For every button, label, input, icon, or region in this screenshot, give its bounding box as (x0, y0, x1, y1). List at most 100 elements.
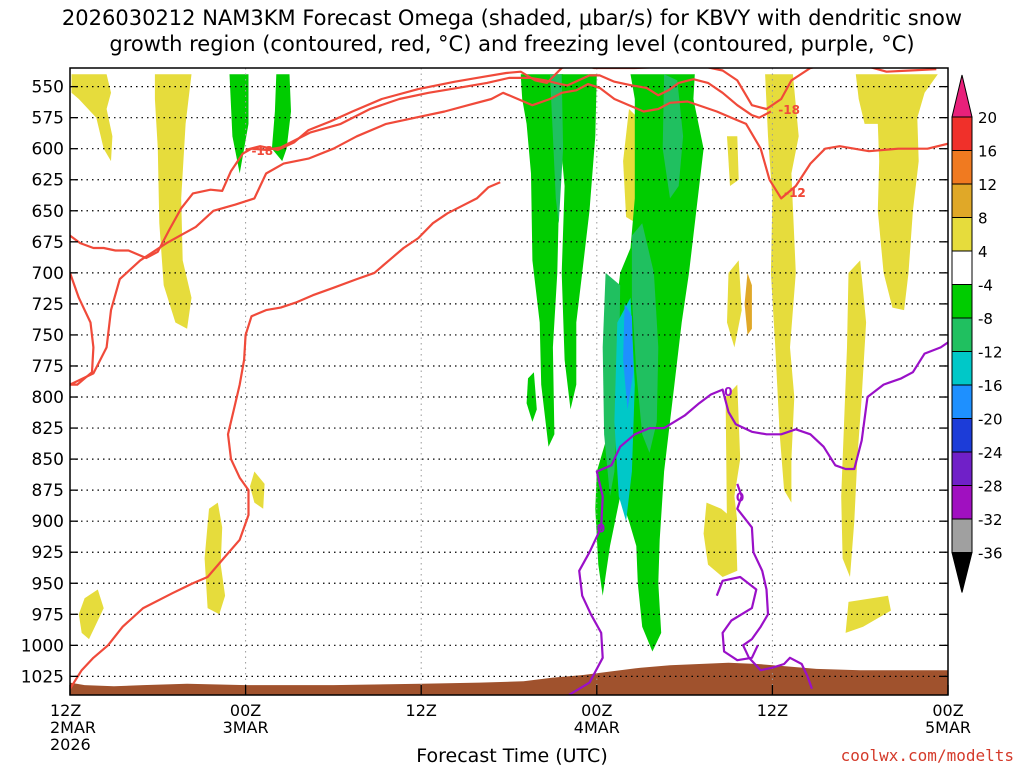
terrain-layer (70, 662, 948, 695)
y-tick-label-600: 600 (32, 140, 64, 160)
colorbar: 20 16 12 8 4 -4 -8 -12 -16 -20 -24 -28 -32 -36 (951, 74, 1003, 593)
omega-region-10 (765, 74, 799, 503)
y-tick-label-725: 725 (32, 295, 64, 315)
y-tick-label-625: 625 (32, 171, 64, 191)
colorbar-label-9: -20 (978, 411, 1003, 429)
x-tick-label-line: 2MAR (50, 718, 97, 737)
plot-frame (69, 67, 949, 696)
omega-region-0 (71, 74, 113, 162)
colorbar-label-7: -12 (978, 344, 1003, 362)
x-tick-label-line: 00Z (932, 701, 964, 720)
dgz-contour-4 (70, 272, 95, 386)
y-tick-label-1000: 1000 (21, 636, 64, 656)
freezing-contour-label-1: 0 (736, 490, 744, 504)
y-tick-label-550: 550 (32, 78, 64, 98)
omega-region-25 (623, 303, 634, 410)
colorbar-swatch-12 (951, 518, 973, 553)
colorbar-swatch-8 (951, 384, 973, 419)
omega-region-9 (703, 502, 738, 577)
chart-title-line2: growth region (contoured, red, °C) and f… (109, 32, 915, 56)
colorbar-label-6: -8 (978, 310, 993, 328)
colorbar-swatch-0 (951, 116, 973, 151)
omega-region-2 (78, 589, 104, 640)
grid-layer (70, 68, 948, 695)
x-tick-label-60: 00Z 5MAR (908, 702, 988, 736)
y-tick-label-850: 850 (32, 450, 64, 470)
colorbar-swatch-5 (951, 284, 973, 319)
dgz-contour-5 (70, 181, 501, 690)
colorbar-swatch-1 (951, 150, 973, 185)
x-tick-label-36: 00Z 4MAR (557, 702, 637, 736)
x-axis-title: Forecast Time (UTC) (416, 745, 608, 767)
dgz-contour-0 (245, 68, 937, 151)
x-tick-label-line: 5MAR (924, 718, 972, 737)
x-tick-label-12: 00Z 3MAR (206, 702, 286, 736)
omega-region-12 (841, 260, 867, 577)
y-tick-label-800: 800 (32, 388, 64, 408)
x-tick-label-48: 12Z (732, 702, 812, 719)
x-tick-label-line: 4MAR (573, 718, 620, 737)
omega-region-17 (526, 372, 537, 422)
colorbar-label-1: 16 (978, 143, 997, 161)
omega-region-16 (520, 74, 564, 447)
x-tick-label-line: 2026 (50, 735, 91, 754)
dgz-contour-2 (70, 74, 772, 260)
y-tick-label-975: 975 (32, 605, 64, 625)
omega-region-6 (727, 136, 739, 186)
colorbar-label-11: -28 (978, 478, 1003, 496)
omega-shading-layer (71, 74, 938, 652)
y-tick-label-575: 575 (32, 109, 64, 129)
omega-region-20 (550, 74, 564, 224)
dgz-contour-label-3: -12 (784, 186, 806, 200)
freezing-contour-3 (715, 575, 759, 662)
colorbar-bottom-triangle (951, 552, 973, 593)
y-tick-label-1025: 1025 (21, 667, 64, 687)
terrain-fill (70, 662, 948, 695)
freezing-contour-1 (736, 483, 813, 690)
y-tick-label-825: 825 (32, 419, 64, 439)
y-tick-label-775: 775 (32, 357, 64, 377)
freezing-contour-label-0: 0 (724, 385, 732, 399)
axes-layer: 550 575 600 625 650 675 700 725 750 775 800 825 850 8… (21, 67, 949, 696)
colorbar-swatch-6 (951, 317, 973, 352)
x-tick-label-0: 12Z 2MAR 2026 (50, 702, 130, 753)
omega-region-1 (154, 74, 192, 329)
colorbar-label-12: -32 (978, 511, 1003, 529)
colorbar-swatch-9 (951, 418, 973, 453)
dgz-contour-label-0: -18 (251, 144, 273, 158)
freezing-contour-label-2: 0 (597, 521, 605, 535)
omega-region-26 (744, 272, 752, 335)
dgz-contour-3 (70, 82, 948, 386)
colorbar-label-2: 12 (978, 176, 997, 194)
y-tick-label-925: 925 (32, 543, 64, 563)
colorbar-label-4: 4 (978, 243, 988, 261)
omega-region-11 (855, 74, 938, 311)
x-tick-label-line: 3MAR (222, 718, 269, 737)
dgz-contour-label-1: -18 (778, 103, 800, 117)
omega-region-21 (631, 223, 659, 453)
x-tick-label-line: 12Z (405, 701, 437, 720)
x-tick-label-line: 12Z (50, 701, 82, 720)
y-tick-label-950: 950 (32, 574, 64, 594)
x-tick-label-line: 00Z (581, 701, 613, 720)
colorbar-label-0: 20 (978, 109, 997, 127)
colorbar-label-10: -24 (978, 444, 1003, 462)
colorbar-swatch-3 (951, 217, 973, 252)
omega-region-7 (725, 384, 741, 528)
omega-region-3 (204, 502, 226, 615)
omega-region-14 (229, 74, 249, 174)
colorbar-label-3: 8 (978, 210, 988, 228)
colorbar-swatch-2 (951, 183, 973, 218)
colorbar-label-8: -16 (978, 377, 1003, 395)
freezing-contour-0 (568, 341, 948, 695)
colorbar-swatch-7 (951, 351, 973, 386)
colorbar-label-13: -36 (978, 545, 1003, 563)
omega-region-23 (662, 74, 684, 199)
colorbar-swatch-4 (951, 250, 973, 285)
omega-region-18 (558, 74, 597, 410)
y-tick-label-750: 750 (32, 326, 64, 346)
x-tick-label-24: 12Z (381, 702, 461, 719)
omega-region-15 (271, 74, 291, 162)
chart-title-line1: 2026030212 NAM3KM Forecast Omega (shaded… (61, 6, 963, 30)
